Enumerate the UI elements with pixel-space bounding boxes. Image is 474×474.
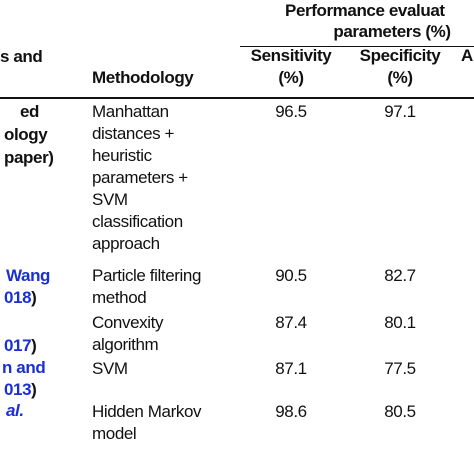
sensitivity: 87.4 <box>275 313 307 332</box>
methodology: approach <box>92 234 160 253</box>
group-subtitle: parameters (%) <box>333 22 451 41</box>
header-study: s and <box>0 47 43 66</box>
specificity: 77.5 <box>384 359 416 378</box>
specificity: 97.1 <box>384 102 416 121</box>
study: ) <box>31 288 37 307</box>
study: ed <box>20 102 40 121</box>
methodology: Convexity <box>92 313 164 332</box>
header-last: A <box>461 46 473 65</box>
sensitivity: 98.6 <box>275 402 307 421</box>
specificity: 80.1 <box>384 313 416 332</box>
methodology: Particle filtering <box>92 266 202 285</box>
study: ) <box>31 336 37 355</box>
header-methodology: Methodology <box>92 68 194 87</box>
specificity: 82.7 <box>384 266 416 285</box>
header-rule <box>0 97 474 99</box>
study: 013 <box>4 380 32 399</box>
study: n and <box>2 358 46 377</box>
study: al. <box>6 401 24 420</box>
methodology: heuristic <box>92 146 152 165</box>
header-specificity-unit: (%) <box>387 68 413 87</box>
study: ology <box>4 125 48 144</box>
group-title: Performance evaluat <box>285 1 445 20</box>
methodology: SVM <box>92 359 128 378</box>
header-specificity: Specificity <box>359 46 441 65</box>
methodology: parameters + <box>92 168 188 187</box>
methodology: algorithm <box>92 335 159 354</box>
study: 018 <box>4 288 32 307</box>
study: ) <box>31 380 37 399</box>
study: Wang <box>6 266 51 285</box>
header-sensitivity: Sensitivity <box>250 46 332 65</box>
sensitivity: 90.5 <box>275 266 307 285</box>
header-sensitivity-unit: (%) <box>278 68 304 87</box>
methodology: SVM <box>92 190 128 209</box>
sensitivity: 96.5 <box>275 102 307 121</box>
methodology: distances + <box>92 124 175 143</box>
methodology: model <box>92 424 137 443</box>
group-rule <box>240 46 474 47</box>
methodology: Hidden Markov <box>92 402 202 421</box>
sensitivity: 87.1 <box>275 359 307 378</box>
study: 017 <box>4 336 32 355</box>
methodology: method <box>92 288 147 307</box>
specificity: 80.5 <box>384 402 416 421</box>
methodology: Manhattan <box>92 102 169 121</box>
methodology: classification <box>92 212 183 231</box>
study: paper) <box>4 148 54 167</box>
